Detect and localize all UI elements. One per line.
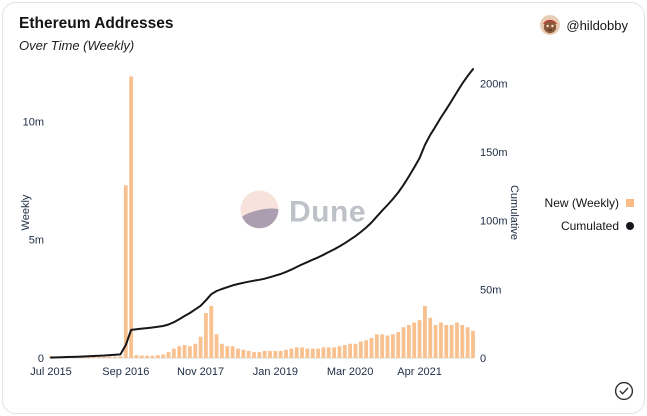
header-titles: Ethereum Addresses Over Time (Weekly) [19, 15, 174, 53]
chart-subtitle: Over Time (Weekly) [19, 38, 135, 53]
svg-text:Apr 2021: Apr 2021 [397, 366, 442, 378]
svg-text:Jul 2015: Jul 2015 [30, 366, 72, 378]
svg-text:100m: 100m [480, 216, 508, 228]
right-axis-title: Cumulative [508, 185, 520, 240]
dune-watermark-text: Dune [289, 195, 366, 228]
left-axis-ticks: 0 5m 10m [23, 116, 44, 365]
x-axis-ticks: Jul 2015 Sep 2016 Nov 2017 Jan 2019 Mar 2020… [30, 366, 442, 378]
legend: New (Weekly) Cumulated [545, 196, 634, 233]
svg-text:Nov 2017: Nov 2017 [177, 366, 224, 378]
dune-watermark: Dune [240, 190, 366, 235]
chart-title: Ethereum Addresses [19, 15, 174, 32]
right-axis-ticks: 0 50m 100m 150m 200m [480, 78, 508, 365]
left-axis-title: Weekly [20, 194, 32, 230]
svg-text:Jan 2019: Jan 2019 [253, 366, 298, 378]
plot-svg[interactable]: 0 5m 10m 0 50m 100m 150m 200m Jul 2015 Sep 2016 No… [3, 55, 645, 400]
author-avatar-icon [540, 15, 561, 35]
legend-marker-new-weekly [626, 199, 634, 207]
chart-area: Dune 0 5m 10m 0 50m 100m 150m 200m Jul 2015 Sep 2… [3, 55, 644, 400]
dune-logo-icon [236, 186, 284, 238]
svg-text:Sep 2016: Sep 2016 [102, 366, 149, 378]
new-weekly-bars [49, 76, 475, 359]
svg-text:0: 0 [38, 353, 44, 365]
author-link[interactable]: @hildobby [540, 15, 628, 35]
svg-text:150m: 150m [480, 147, 508, 159]
legend-label-cumulated: Cumulated [560, 219, 619, 233]
svg-text:200m: 200m [480, 78, 508, 90]
svg-text:10m: 10m [23, 116, 44, 128]
svg-text:5m: 5m [29, 235, 44, 247]
legend-label-new-weekly: New (Weekly) [544, 196, 619, 210]
legend-marker-cumulated [626, 222, 634, 230]
svg-text:50m: 50m [480, 284, 501, 296]
svg-text:0: 0 [480, 353, 486, 365]
chart-header: Ethereum Addresses Over Time (Weekly) @h… [3, 3, 644, 53]
legend-item-new-weekly[interactable]: New (Weekly) [545, 196, 634, 210]
svg-text:Mar 2020: Mar 2020 [327, 366, 373, 378]
author-handle: @hildobby [566, 17, 628, 33]
cumulated-line [50, 68, 474, 359]
legend-item-cumulated[interactable]: Cumulated [561, 219, 634, 233]
status-check-button[interactable] [614, 381, 634, 401]
